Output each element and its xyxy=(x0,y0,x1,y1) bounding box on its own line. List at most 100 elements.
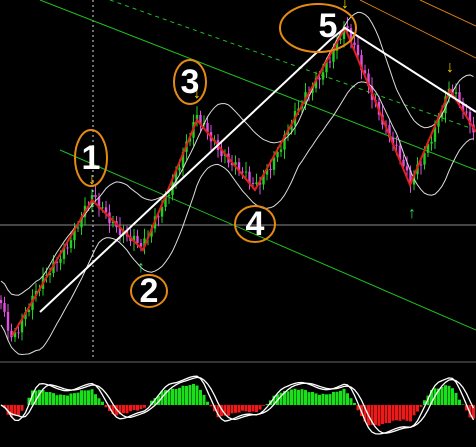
osc-bar xyxy=(300,389,304,405)
osc-bar xyxy=(171,388,174,405)
candle-body xyxy=(220,150,223,157)
candle-body xyxy=(251,182,255,184)
osc-bar xyxy=(174,388,178,405)
osc-bar xyxy=(237,405,241,413)
candle-body xyxy=(311,88,314,93)
osc-signal xyxy=(0,376,475,434)
osc-bar xyxy=(430,390,433,405)
osc-bar xyxy=(244,405,248,412)
candle-body xyxy=(262,174,265,185)
candle-body xyxy=(314,77,318,89)
osc-bar xyxy=(125,405,129,414)
candle-body xyxy=(0,300,3,303)
osc-bar xyxy=(62,394,66,405)
candle-body xyxy=(272,157,276,170)
candle-body xyxy=(356,44,360,56)
osc-bar xyxy=(318,394,321,405)
markers: ↓ ↓ ↓ ↓ ↑ ↑ xyxy=(88,0,454,276)
candle-body xyxy=(426,143,430,153)
osc-bar xyxy=(181,385,185,405)
osc-bar xyxy=(454,392,458,405)
osc-bar xyxy=(388,405,391,424)
candle-body xyxy=(10,330,13,338)
candle-body xyxy=(6,311,10,331)
osc-bar xyxy=(272,395,276,405)
osc-bar xyxy=(349,398,353,405)
candle-body xyxy=(244,171,248,173)
osc-bar xyxy=(188,384,192,405)
osc-bar xyxy=(192,383,195,405)
candle-body xyxy=(118,227,122,236)
candle-body xyxy=(188,137,192,142)
osc-bar xyxy=(41,389,45,405)
candle-body xyxy=(402,159,405,167)
osc-bar xyxy=(94,394,97,405)
candle-body xyxy=(94,195,97,198)
osc-bar xyxy=(90,389,94,405)
label-ring xyxy=(279,3,357,53)
wave-lines xyxy=(11,25,476,337)
osc-bar xyxy=(321,393,325,405)
osc-bar xyxy=(346,393,349,405)
candle-body xyxy=(48,273,52,275)
osc-bar xyxy=(398,405,402,421)
osc-bar xyxy=(55,395,59,405)
osc-bar xyxy=(80,390,83,405)
candle-body xyxy=(444,96,447,114)
osc-bar xyxy=(440,386,444,405)
candle-body xyxy=(339,39,342,41)
candle-body xyxy=(398,145,402,160)
osc-bar xyxy=(342,388,346,405)
osc-bar xyxy=(48,392,52,405)
osc-bar xyxy=(461,404,465,405)
candle-body xyxy=(269,168,272,170)
channel-line xyxy=(109,0,476,131)
candle-body xyxy=(430,141,433,144)
arrow: ↓ xyxy=(446,59,454,76)
candle-body xyxy=(265,168,269,175)
wave-label: 1 xyxy=(82,139,101,177)
candle-body xyxy=(360,55,363,71)
candle-body xyxy=(150,228,153,237)
osc-bar xyxy=(332,391,335,405)
candle-body xyxy=(69,240,73,248)
osc-bar xyxy=(136,405,139,411)
osc-bar xyxy=(20,405,24,411)
osc-bar xyxy=(27,397,31,405)
candle-body xyxy=(206,122,209,133)
osc-bar xyxy=(153,398,157,405)
candle-body xyxy=(20,319,24,333)
candle-body xyxy=(433,126,437,142)
osc-bar xyxy=(45,392,48,405)
candle-body xyxy=(419,164,423,166)
osc-bar xyxy=(234,405,237,413)
candle-body xyxy=(59,258,62,263)
osc-bar xyxy=(104,405,108,408)
candle-body xyxy=(181,151,185,168)
osc-bar xyxy=(143,405,146,408)
candle-body xyxy=(139,242,143,247)
chart-lines xyxy=(0,0,476,363)
candle-body xyxy=(248,171,251,183)
candle-body xyxy=(321,72,325,80)
osc-bar xyxy=(451,388,454,405)
candle-body xyxy=(157,216,160,218)
osc-bar xyxy=(76,392,80,405)
candle-body xyxy=(342,26,346,40)
wave-labels: 1 2 3 4 5 xyxy=(74,3,357,310)
zigzag xyxy=(11,25,476,337)
osc-bar xyxy=(293,388,297,405)
osc-bar xyxy=(255,405,258,413)
candle-body xyxy=(52,261,55,274)
osc-bar xyxy=(206,401,209,405)
label-ring xyxy=(173,59,207,105)
osc-bar xyxy=(283,391,286,405)
candle-body xyxy=(143,238,146,247)
candle-body xyxy=(234,162,237,166)
osc-bar xyxy=(83,390,87,405)
candle-body xyxy=(458,92,461,103)
candle-body xyxy=(279,149,283,152)
candle-body xyxy=(17,332,20,334)
osc-bar xyxy=(101,401,104,405)
candle-body xyxy=(101,207,104,209)
